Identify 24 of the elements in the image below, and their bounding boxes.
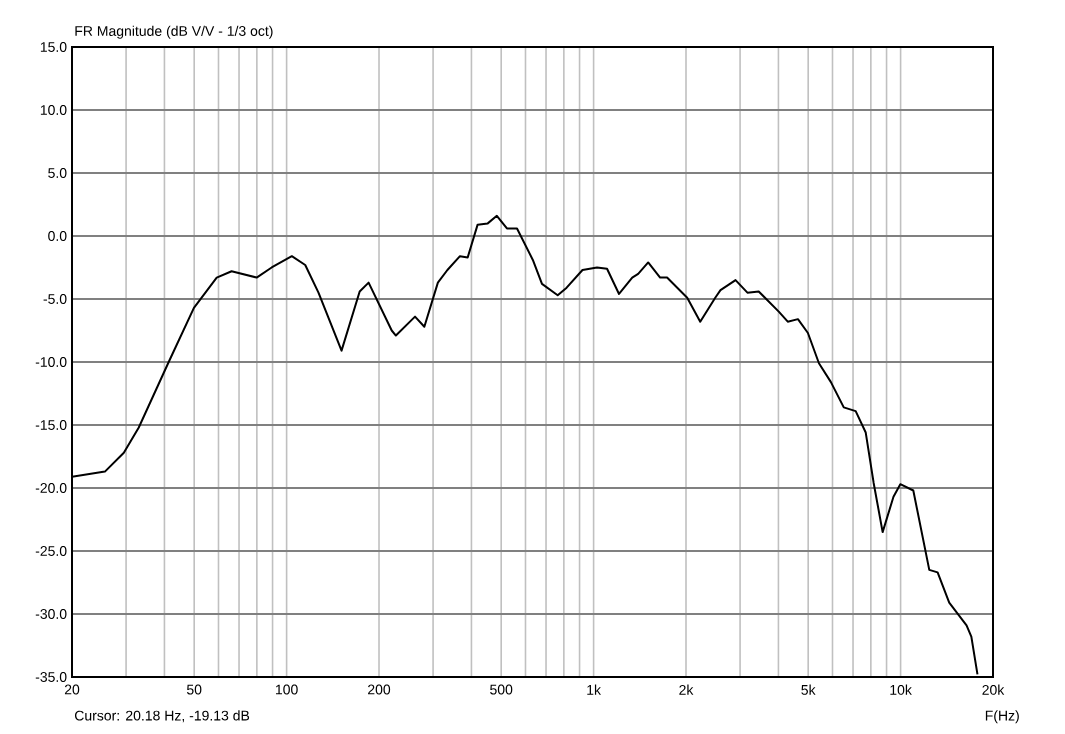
x-tick-label: 10k	[890, 684, 912, 695]
y-tick-label: -30.0	[35, 609, 67, 619]
y-tick-label: 10.0	[40, 105, 67, 115]
y-tick-label: -35.0	[35, 672, 67, 682]
y-tick-label: -15.0	[35, 420, 67, 430]
y-tick-label: -25.0	[35, 546, 67, 556]
x-tick-label: 5k	[801, 684, 816, 695]
x-tick-label: 2k	[679, 684, 694, 695]
x-tick-label: 200	[368, 684, 391, 695]
x-tick-label: 1k	[587, 684, 601, 695]
text: Cursor: 20.18 Hz, -19.13 dB	[74, 710, 250, 723]
x-tick-label: 50	[186, 684, 202, 695]
y-tick-label: 15.0	[40, 42, 67, 52]
y-tick-label: 0.0	[48, 231, 67, 241]
x-tick-label: 100	[275, 684, 298, 695]
y-tick-label: -10.0	[35, 357, 67, 367]
chart-title: FR Magnitude (dB V/V - 1/3 oct)	[75, 25, 273, 39]
y-tick-label: -5.0	[43, 294, 67, 304]
y-tick-label: -20.0	[35, 483, 67, 493]
x-tick-label: 20	[64, 684, 80, 695]
x-tick-label: 500	[490, 684, 513, 695]
x-axis-title: F(Hz)	[985, 710, 1019, 724]
x-tick-label: 20k	[982, 684, 1005, 695]
y-tick-label: 5.0	[48, 168, 67, 178]
